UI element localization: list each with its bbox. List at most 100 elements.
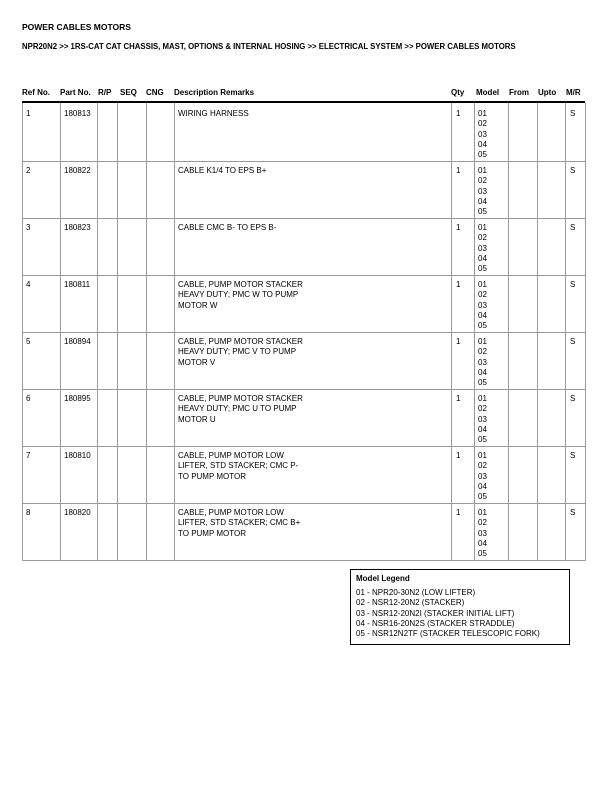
table-cell	[117, 333, 146, 390]
column-header: Description Remarks	[174, 88, 255, 97]
table-cell	[97, 447, 117, 504]
ref-no: 2	[26, 166, 31, 175]
table-cell	[174, 447, 451, 504]
model: 03	[478, 528, 487, 538]
table-cell	[474, 162, 508, 219]
table-cell	[451, 333, 474, 390]
mr: S	[570, 223, 576, 232]
legend-title: Model Legend	[356, 574, 410, 583]
part-no: 180820	[64, 508, 91, 517]
model: 05	[478, 264, 487, 274]
table-cell	[537, 447, 565, 504]
table-cell	[508, 103, 537, 162]
qty: 1	[456, 451, 461, 460]
qty: 1	[456, 223, 461, 232]
model-legend: Model Legend 01 - NPR20-30N2 (LOW LIFTER…	[350, 569, 570, 645]
table-cell	[174, 333, 451, 390]
model: 01	[478, 337, 487, 346]
table-cell	[22, 162, 60, 219]
table-cell	[565, 504, 586, 561]
model: 04	[478, 367, 487, 377]
description: MOTOR V	[178, 357, 216, 367]
qty: 1	[456, 109, 461, 118]
description: CABLE, PUMP MOTOR LOW	[178, 508, 284, 517]
ref-no: 3	[26, 223, 31, 232]
legend-item: 02 - NSR12-20N2 (STACKER)	[356, 598, 465, 608]
model: 02	[478, 347, 487, 357]
mr: S	[570, 166, 576, 175]
table-cell	[60, 504, 97, 561]
column-header: SEQ	[120, 88, 137, 97]
table-cell	[22, 219, 60, 276]
table-cell	[565, 103, 586, 162]
model: 02	[478, 518, 487, 528]
model: 05	[478, 435, 487, 445]
model: 03	[478, 414, 487, 424]
column-header: Qty	[451, 88, 465, 97]
description: LIFTER, STD STACKER; CMC P-	[178, 461, 299, 471]
description: CABLE, PUMP MOTOR LOW	[178, 451, 284, 460]
table-cell	[508, 162, 537, 219]
table-cell	[174, 162, 451, 219]
table-cell	[474, 447, 508, 504]
model: 05	[478, 492, 487, 502]
table-cell	[537, 103, 565, 162]
table-cell	[146, 390, 174, 447]
model: 02	[478, 176, 487, 186]
table-cell	[97, 390, 117, 447]
ref-no: 7	[26, 451, 31, 460]
table-cell	[474, 103, 508, 162]
table-cell	[474, 390, 508, 447]
table-cell	[22, 103, 60, 162]
column-header: R/P	[98, 88, 112, 97]
table-cell	[146, 504, 174, 561]
model: 02	[478, 290, 487, 300]
qty: 1	[456, 166, 461, 175]
table-cell	[97, 276, 117, 333]
model: 04	[478, 310, 487, 320]
table-cell	[537, 276, 565, 333]
table-cell	[60, 103, 97, 162]
description: HEAVY DUTY; PMC U TO PUMP	[178, 404, 297, 414]
model: 01	[478, 280, 487, 289]
model: 02	[478, 404, 487, 414]
description: HEAVY DUTY; PMC W TO PUMP	[178, 290, 299, 300]
mr: S	[570, 280, 576, 289]
table-cell	[537, 390, 565, 447]
table-cell	[60, 219, 97, 276]
part-no: 180894	[64, 337, 91, 346]
model: 04	[478, 139, 487, 149]
table-cell	[117, 276, 146, 333]
table-cell	[22, 447, 60, 504]
qty: 1	[456, 337, 461, 346]
table-cell	[146, 447, 174, 504]
table-cell	[451, 162, 474, 219]
ref-no: 6	[26, 394, 31, 403]
table-cell	[117, 504, 146, 561]
table-cell	[537, 333, 565, 390]
description: WIRING HARNESS	[178, 109, 249, 118]
model: 03	[478, 471, 487, 481]
mr: S	[570, 394, 576, 403]
page-title: POWER CABLES MOTORS	[22, 22, 131, 32]
ref-no: 1	[26, 109, 31, 118]
description: TO PUMP MOTOR	[178, 471, 247, 481]
model: 04	[478, 538, 487, 548]
model: 04	[478, 481, 487, 491]
part-no: 180895	[64, 394, 91, 403]
table-cell	[117, 162, 146, 219]
breadcrumb: NPR20N2 >> 1RS-CAT CAT CHASSIS, MAST, OP…	[22, 42, 516, 51]
qty: 1	[456, 508, 461, 517]
legend-item: 01 - NPR20-30N2 (LOW LIFTER)	[356, 588, 476, 597]
qty: 1	[456, 394, 461, 403]
table-cell	[146, 103, 174, 162]
table-cell	[451, 390, 474, 447]
description: CABLE, PUMP MOTOR STACKER	[178, 394, 303, 403]
model: 03	[478, 129, 487, 139]
table-cell	[537, 504, 565, 561]
model: 02	[478, 119, 487, 129]
qty: 1	[456, 280, 461, 289]
model: 01	[478, 166, 487, 175]
table-cell	[565, 447, 586, 504]
table-cell	[508, 276, 537, 333]
